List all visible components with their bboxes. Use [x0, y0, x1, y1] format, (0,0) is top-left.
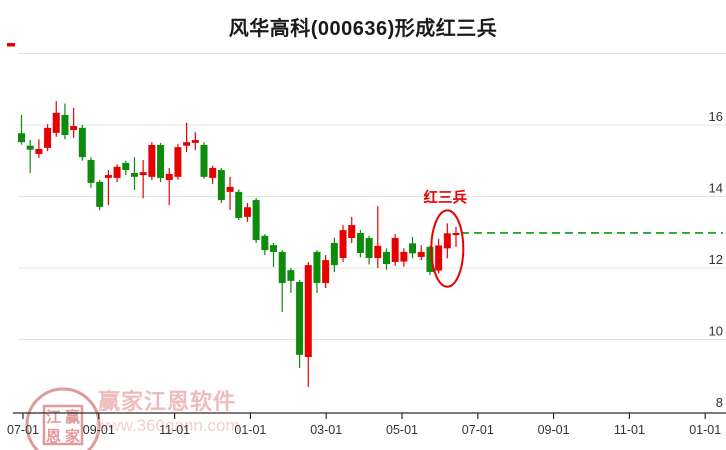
candle-down — [18, 133, 25, 143]
candle-up — [226, 186, 234, 192]
candle-down — [200, 145, 208, 177]
watermark-seal-char: 赢 — [65, 408, 80, 426]
candle-down — [313, 251, 321, 284]
candle-down — [330, 242, 338, 266]
candle-up — [183, 142, 191, 146]
candle-up — [374, 245, 382, 258]
candle-up — [417, 251, 425, 257]
x-tick-label: 11-01 — [614, 423, 645, 437]
candle-down — [217, 170, 225, 201]
candle-up — [391, 237, 399, 262]
x-tick-label: 01-01 — [689, 423, 721, 437]
watermark-seal-circle-icon — [25, 387, 101, 450]
candle-up — [452, 232, 460, 236]
y-tick-label: 10 — [709, 324, 723, 339]
candle-down — [278, 251, 286, 284]
x-tick-label: 09-01 — [83, 423, 115, 437]
candle-up — [139, 172, 147, 176]
candle-up — [148, 145, 156, 177]
candle-up — [174, 147, 182, 177]
candle-down — [96, 181, 104, 207]
candle-down — [270, 245, 278, 252]
candle-up — [191, 140, 199, 143]
candle-down — [426, 246, 434, 272]
candle-up — [443, 233, 451, 249]
y-tick-label: 16 — [709, 109, 723, 124]
y-tick-label: 12 — [709, 252, 723, 267]
candle-down — [365, 237, 373, 258]
watermark-seal-char: 家 — [65, 427, 80, 445]
x-tick-label: 07-01 — [462, 423, 494, 437]
candle-up — [339, 230, 347, 258]
pattern-circle-annotation — [430, 209, 465, 288]
pattern-label: 红三兵 — [424, 188, 468, 206]
candle-up — [104, 175, 112, 178]
candle-down — [409, 243, 417, 254]
candle-up — [435, 245, 443, 271]
candle-up — [400, 251, 408, 262]
x-tick-label: 09-01 — [538, 423, 570, 437]
x-tick-label: 01-01 — [234, 423, 266, 437]
candle-up — [113, 166, 121, 178]
candle-down — [130, 172, 138, 177]
candle-up — [35, 148, 43, 154]
candle-down — [296, 281, 304, 355]
x-tick-label: 05-01 — [386, 423, 418, 437]
candle-down — [235, 191, 243, 218]
candle-down — [61, 114, 69, 136]
candle-up — [70, 126, 78, 131]
candle-up — [243, 207, 251, 217]
x-tick-label: 07-01 — [7, 423, 39, 437]
watermark-seal-square-icon — [42, 404, 84, 446]
candle-down — [157, 145, 165, 178]
candle-down — [356, 232, 364, 253]
watermark-brand-text: 赢家江恩软件 — [98, 389, 236, 414]
y-tick-label: 14 — [709, 181, 723, 196]
watermark-url-text: www.360gann.com — [95, 416, 240, 435]
candle-down — [287, 270, 295, 281]
candle-up — [348, 225, 356, 238]
candle-up — [304, 265, 312, 358]
candle-down — [26, 145, 34, 150]
candle-down — [382, 251, 390, 265]
candle-up — [44, 127, 52, 148]
candle-down — [261, 235, 269, 251]
x-tick-label: 11-01 — [159, 423, 190, 437]
top-left-marker-icon — [7, 43, 15, 47]
y-tick-label: 8 — [716, 395, 723, 410]
candle-down — [78, 127, 86, 158]
watermark-seal-char: 恩 — [46, 428, 61, 445]
candle-up — [209, 167, 217, 178]
candle-up — [322, 260, 330, 284]
watermark-seal-char: 江 — [46, 408, 61, 426]
candle-down — [122, 162, 130, 171]
x-tick-label: 03-01 — [310, 423, 342, 437]
candle-down — [252, 200, 260, 241]
candle-down — [87, 160, 95, 183]
candle-up — [165, 173, 173, 181]
chart-title: 风华高科(000636)形成红三兵 — [228, 18, 498, 40]
candle-up — [52, 112, 60, 133]
